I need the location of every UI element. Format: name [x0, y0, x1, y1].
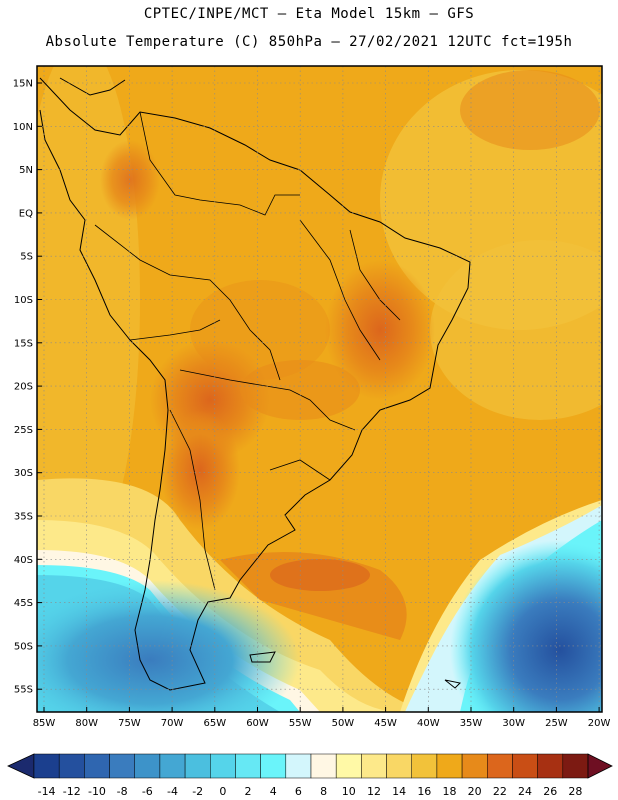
colorbar-tick-label: -14 [38, 785, 56, 798]
lon-label: 85W [33, 718, 56, 729]
colorbar-tick-label: 16 [417, 785, 431, 798]
colorbar-under-arrow [7, 753, 35, 779]
colorbar-tick-label: 14 [392, 785, 406, 798]
colorbar-swatch [562, 753, 589, 779]
lon-label: 65W [203, 718, 226, 729]
lon-label: 80W [75, 718, 98, 729]
colorbar-swatch [436, 753, 463, 779]
colorbar-tick-label: 20 [468, 785, 482, 798]
colorbar-swatch [159, 753, 186, 779]
lon-label: 70W [161, 718, 184, 729]
colorbar-swatch [84, 753, 110, 779]
colorbar-swatch [537, 753, 564, 779]
colorbar-over-arrow [587, 753, 613, 779]
lon-label: 35W [460, 718, 483, 729]
colorbar-tick-label: -12 [63, 785, 81, 798]
lon-label: 30W [502, 718, 525, 729]
coastline [39, 77, 471, 691]
colorbar-swatch [109, 753, 135, 779]
lon-label: 20W [588, 718, 611, 729]
colorbar-swatch [235, 753, 261, 779]
colorbar-tick-label: -10 [88, 785, 106, 798]
colorbar-tick-label: 4 [270, 785, 277, 798]
lat-label: 10N [13, 122, 33, 133]
lat-label: 45S [14, 598, 33, 609]
colorbar-tick-label: 2 [245, 785, 252, 798]
lat-label: 30S [14, 468, 33, 479]
lat-label: 10S [14, 295, 33, 306]
colorbar-tick-label: 28 [568, 785, 582, 798]
colorbar-tick-label: -6 [142, 785, 153, 798]
colorbar-swatch [512, 753, 538, 779]
colorbar-tick-label: 10 [342, 785, 356, 798]
colorbar-tick-label: 18 [443, 785, 457, 798]
lat-label: 5S [20, 252, 33, 263]
colorbar-tick-label: 26 [543, 785, 557, 798]
lat-label: 20S [14, 382, 33, 393]
colorbar-swatch [411, 753, 438, 779]
colorbar-swatch [134, 753, 161, 779]
colorbar-swatch [310, 753, 337, 779]
latitude-labels: 15N 10N 5N EQ 5S 10S 15S 20S 25S 30S 35S 40S 45S 50S 5… [13, 79, 42, 696]
colorbar-tick-label: -2 [192, 785, 203, 798]
lat-label: 55S [14, 685, 33, 696]
colorbar-swatch [58, 753, 85, 779]
lon-label: 40W [417, 718, 440, 729]
lon-label: 75W [118, 718, 141, 729]
colorbar-swatch [461, 753, 488, 779]
colorbar-tick-label: 22 [493, 785, 507, 798]
colorbar-swatch [210, 753, 236, 779]
temperature-field [37, 66, 602, 712]
lat-label: 25S [14, 425, 33, 436]
colorbar-swatch [184, 753, 211, 779]
lat-label: 15S [14, 338, 33, 349]
colorbar-tick-label: 6 [295, 785, 302, 798]
lat-label: 40S [14, 555, 33, 566]
colorbar-swatch [33, 753, 60, 779]
colorbar-tick-label: 8 [320, 785, 327, 798]
colorbar-swatch [285, 753, 312, 779]
colorbar-swatch [487, 753, 513, 779]
colorbar-swatch [260, 753, 287, 779]
lon-label: 45W [374, 718, 397, 729]
lat-label: 15N [13, 79, 33, 90]
lat-label: EQ [19, 208, 33, 219]
colorbar-tick-label: 12 [367, 785, 381, 798]
longitude-labels: 85W 80W 75W 70W 65W 60W 55W 50W 45W 40W 35W 30W 25W 2… [33, 707, 611, 729]
lat-label: 50S [14, 641, 33, 652]
lat-label: 5N [19, 165, 33, 176]
lon-label: 55W [289, 718, 312, 729]
lon-label: 60W [246, 718, 269, 729]
title-line-1: CPTEC/INPE/MCT – Eta Model 15km – GFS [143, 6, 475, 22]
country-borders [94, 111, 401, 591]
colorbar-swatch [386, 753, 412, 779]
title-line-2: Absolute Temperature (C) 850hPa – 27/02/… [45, 34, 573, 50]
colorbar-tick-label: 0 [219, 785, 226, 798]
lat-label: 35S [14, 512, 33, 523]
colorbar: -14 -12 -10 -8 -6 -4 -2 0 2 4 6 8 10 12 14 16 18 20 22 24 26… [7, 753, 613, 798]
map-frame [36, 65, 603, 713]
colorbar-tick-label: -4 [167, 785, 178, 798]
colorbar-swatch [335, 753, 362, 779]
lon-label: 50W [332, 718, 355, 729]
colorbar-tick-label: -8 [117, 785, 128, 798]
lon-label: 25W [545, 718, 568, 729]
colorbar-tick-label: 24 [518, 785, 532, 798]
colorbar-swatch [361, 753, 387, 779]
